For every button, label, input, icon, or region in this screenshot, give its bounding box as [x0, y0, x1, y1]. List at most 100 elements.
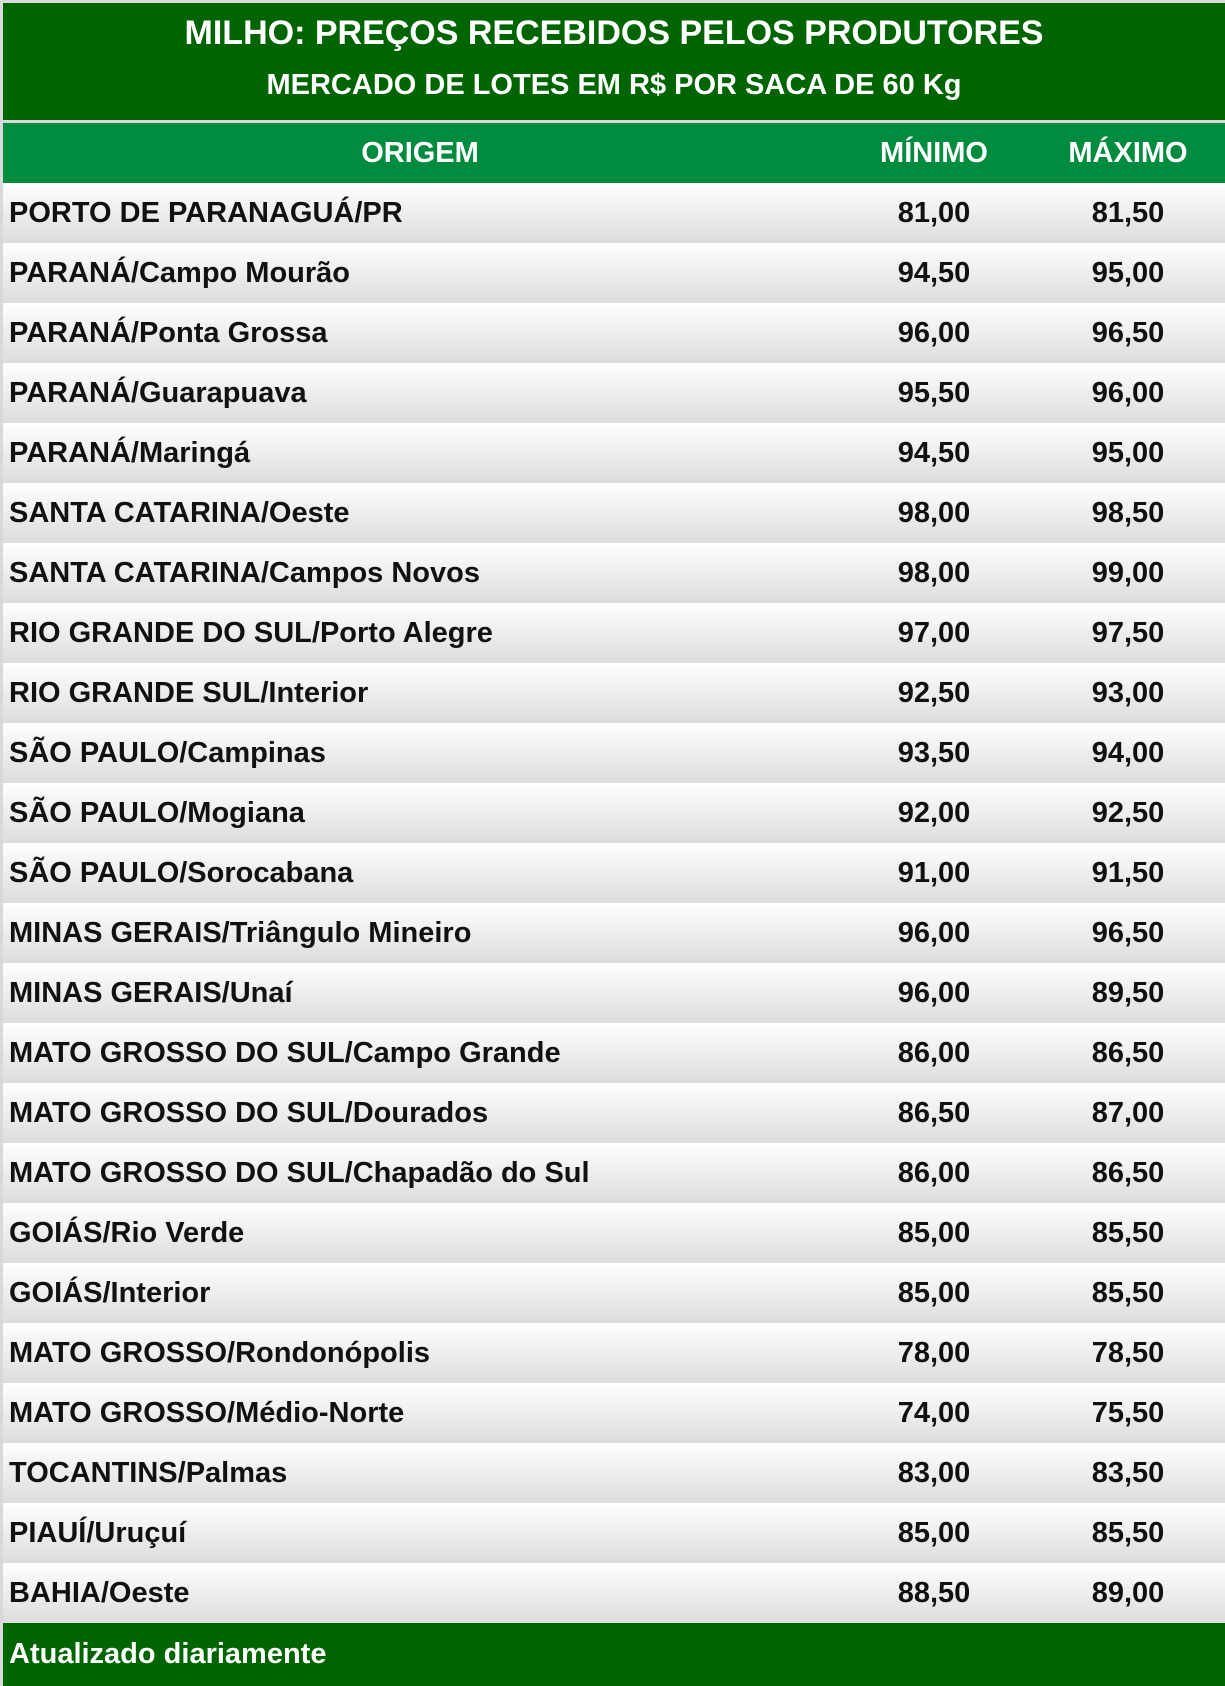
- cell-origem: PORTO DE PARANAGUÁ/PR: [9, 196, 403, 229]
- cell-origem: BAHIA/Oeste: [9, 1576, 190, 1609]
- cell-maximo: 85,50: [1091, 1516, 1165, 1549]
- table-row: TOCANTINS/Palmas 83,00 83,50: [3, 1443, 1225, 1503]
- cell-maximo: 81,50: [1091, 196, 1165, 229]
- cell-maximo: 87,00: [1091, 1096, 1165, 1129]
- table-row: GOIÁS/Rio Verde 85,00 85,50: [3, 1203, 1225, 1263]
- cell-maximo: 96,50: [1091, 316, 1165, 349]
- table-row: PARANÁ/Maringá 94,50 95,00: [3, 423, 1225, 483]
- cell-maximo: 96,00: [1091, 376, 1165, 409]
- cell-origem: SANTA CATARINA/Oeste: [9, 496, 350, 529]
- cell-origem: RIO GRANDE DO SUL/Porto Alegre: [9, 616, 493, 649]
- cell-maximo: 89,50: [1091, 976, 1165, 1009]
- cell-minimo: 96,00: [897, 916, 971, 949]
- cell-origem: PARANÁ/Maringá: [9, 436, 251, 469]
- cell-minimo: 96,00: [897, 976, 971, 1009]
- cell-minimo: 95,50: [897, 376, 971, 409]
- cell-maximo: 85,50: [1091, 1216, 1165, 1249]
- table-row: RIO GRANDE SUL/Interior 92,50 93,00: [3, 663, 1225, 723]
- cell-maximo: 98,50: [1091, 496, 1165, 529]
- cell-minimo: 78,00: [897, 1336, 971, 1369]
- cell-minimo: 91,00: [897, 856, 971, 889]
- cell-minimo: 81,00: [897, 196, 971, 229]
- cell-origem: GOIÁS/Rio Verde: [9, 1216, 245, 1249]
- cell-maximo: 91,50: [1091, 856, 1165, 889]
- cell-maximo: 99,00: [1091, 556, 1165, 589]
- cell-origem: MATO GROSSO/Rondonópolis: [9, 1336, 431, 1369]
- cell-minimo: 85,00: [897, 1276, 971, 1309]
- cell-minimo: 98,00: [897, 556, 971, 589]
- cell-origem: RIO GRANDE SUL/Interior: [9, 676, 369, 709]
- cell-origem: PARANÁ/Guarapuava: [9, 376, 307, 409]
- cell-origem: MATO GROSSO DO SUL/Dourados: [9, 1096, 489, 1129]
- table-row: RIO GRANDE DO SUL/Porto Alegre 97,00 97,50: [3, 603, 1225, 663]
- table-row: BAHIA/Oeste 88,50 89,00: [3, 1563, 1225, 1623]
- cell-minimo: 86,00: [897, 1036, 971, 1069]
- cell-origem: SÃO PAULO/Campinas: [9, 736, 326, 769]
- table-row: MINAS GERAIS/Unaí 96,00 89,50: [3, 963, 1225, 1023]
- table-row: SANTA CATARINA/Campos Novos 98,00 99,00: [3, 543, 1225, 603]
- table-row: MATO GROSSO/Médio-Norte 74,00 75,50: [3, 1383, 1225, 1443]
- title-block: MILHO: PREÇOS RECEBIDOS PELOS PRODUTORES…: [3, 3, 1225, 120]
- cell-origem: SÃO PAULO/Mogiana: [9, 796, 305, 829]
- column-header-minimo: MÍNIMO: [880, 136, 988, 169]
- cell-minimo: 94,50: [897, 436, 971, 469]
- cell-minimo: 85,00: [897, 1516, 971, 1549]
- table-row: GOIÁS/Interior 85,00 85,50: [3, 1263, 1225, 1323]
- cell-maximo: 85,50: [1091, 1276, 1165, 1309]
- table-row: SÃO PAULO/Mogiana 92,00 92,50: [3, 783, 1225, 843]
- table-row: PARANÁ/Ponta Grossa 96,00 96,50: [3, 303, 1225, 363]
- cell-origem: MINAS GERAIS/Unaí: [9, 976, 293, 1009]
- cell-origem: MINAS GERAIS/Triângulo Mineiro: [9, 916, 472, 949]
- cell-origem: MATO GROSSO DO SUL/Chapadão do Sul: [9, 1156, 590, 1189]
- table-row: SÃO PAULO/Campinas 93,50 94,00: [3, 723, 1225, 783]
- cell-minimo: 92,50: [897, 676, 971, 709]
- cell-origem: MATO GROSSO DO SUL/Campo Grande: [9, 1036, 561, 1069]
- cell-origem: PARANÁ/Campo Mourão: [9, 256, 351, 289]
- cell-minimo: 85,00: [897, 1216, 971, 1249]
- table-subtitle: MERCADO DE LOTES EM R$ POR SACA DE 60 Kg: [266, 69, 962, 101]
- table-row: PARANÁ/Campo Mourão 94,50 95,00: [3, 243, 1225, 303]
- table-row: PIAUÍ/Uruçuí 85,00 85,50: [3, 1503, 1225, 1563]
- cell-maximo: 89,00: [1091, 1576, 1165, 1609]
- cell-maximo: 95,00: [1091, 436, 1165, 469]
- cell-maximo: 97,50: [1091, 616, 1165, 649]
- cell-origem: SANTA CATARINA/Campos Novos: [9, 556, 480, 589]
- cell-maximo: 83,50: [1091, 1456, 1165, 1489]
- cell-minimo: 94,50: [897, 256, 971, 289]
- cell-maximo: 96,50: [1091, 916, 1165, 949]
- cell-maximo: 75,50: [1091, 1396, 1165, 1429]
- cell-maximo: 95,00: [1091, 256, 1165, 289]
- cell-origem: GOIÁS/Interior: [9, 1276, 211, 1309]
- column-header-origem: ORIGEM: [361, 136, 479, 169]
- footer-note: Atualizado diariamente: [3, 1623, 1225, 1686]
- table-body: PORTO DE PARANAGUÁ/PR 81,00 81,50 PARANÁ/Ca…: [3, 183, 1225, 1623]
- cell-minimo: 83,00: [897, 1456, 971, 1489]
- cell-maximo: 86,50: [1091, 1156, 1165, 1189]
- cell-origem: PIAUÍ/Uruçuí: [9, 1516, 187, 1549]
- cell-minimo: 74,00: [897, 1396, 971, 1429]
- column-header-row: ORIGEM MÍNIMO MÁXIMO: [3, 123, 1225, 183]
- cell-minimo: 98,00: [897, 496, 971, 529]
- cell-origem: MATO GROSSO/Médio-Norte: [9, 1396, 405, 1429]
- table-row: SÃO PAULO/Sorocabana 91,00 91,50: [3, 843, 1225, 903]
- cell-minimo: 97,00: [897, 616, 971, 649]
- column-header-maximo: MÁXIMO: [1068, 136, 1188, 169]
- cell-origem: TOCANTINS/Palmas: [9, 1456, 288, 1489]
- cell-origem: SÃO PAULO/Sorocabana: [9, 856, 354, 889]
- cell-maximo: 86,50: [1091, 1036, 1165, 1069]
- cell-minimo: 93,50: [897, 736, 971, 769]
- cell-minimo: 86,00: [897, 1156, 971, 1189]
- table-row: MATO GROSSO DO SUL/Campo Grande 86,00 86,5…: [3, 1023, 1225, 1083]
- table-title: MILHO: PREÇOS RECEBIDOS PELOS PRODUTORES: [184, 14, 1044, 52]
- table-row: PARANÁ/Guarapuava 95,50 96,00: [3, 363, 1225, 423]
- cell-origem: PARANÁ/Ponta Grossa: [9, 316, 328, 349]
- cell-minimo: 86,50: [897, 1096, 971, 1129]
- cell-maximo: 92,50: [1091, 796, 1165, 829]
- table-row: MINAS GERAIS/Triângulo Mineiro 96,00 96,50: [3, 903, 1225, 963]
- cell-minimo: 92,00: [897, 796, 971, 829]
- cell-maximo: 94,00: [1091, 736, 1165, 769]
- cell-minimo: 96,00: [897, 316, 971, 349]
- cell-maximo: 93,00: [1091, 676, 1165, 709]
- table-row: MATO GROSSO/Rondonópolis 78,00 78,50: [3, 1323, 1225, 1383]
- cell-maximo: 78,50: [1091, 1336, 1165, 1369]
